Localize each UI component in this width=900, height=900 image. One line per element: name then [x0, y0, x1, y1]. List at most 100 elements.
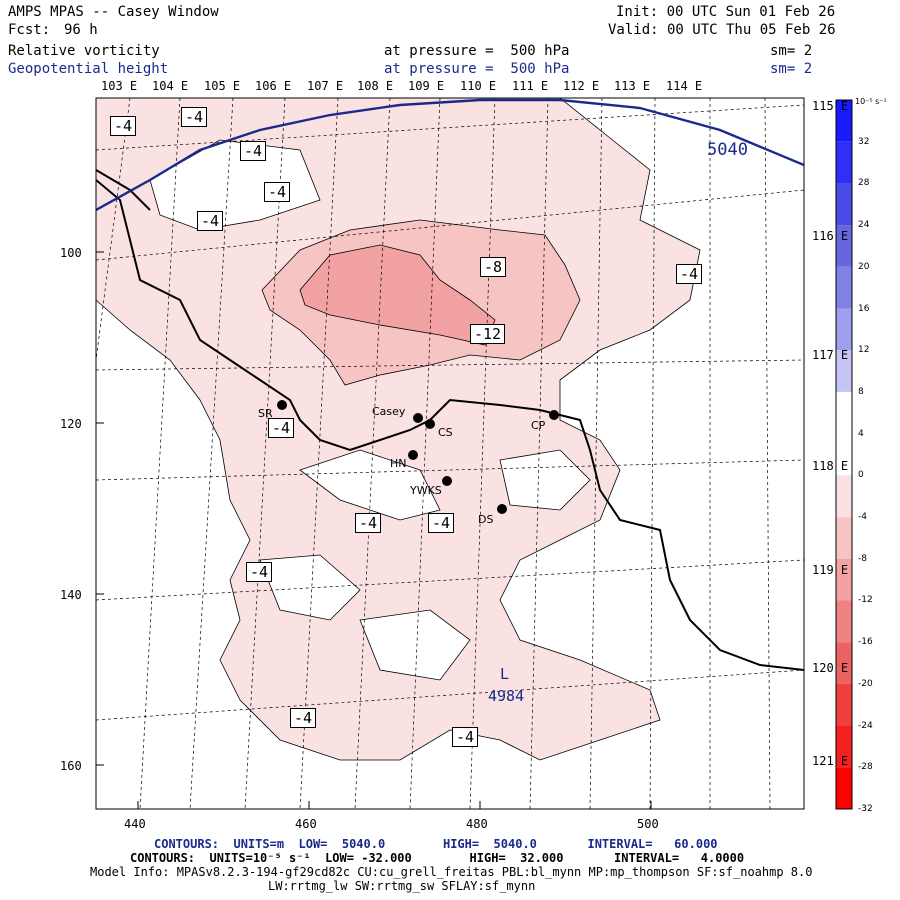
colorbar-swatch: [836, 517, 852, 559]
vorticity-contour-label: -4: [428, 513, 455, 533]
vorticity-contour-label: -4: [676, 264, 703, 284]
field1-smoothing: sm= 2: [770, 43, 813, 59]
height-contour-label: 5040: [707, 140, 748, 160]
station-dot-cs: [425, 419, 435, 429]
station-dot-casey: [413, 413, 423, 423]
longitude-label-top: 106 E: [255, 79, 292, 93]
colorbar-swatch: [836, 683, 852, 726]
vorticity-hole-2: [299, 449, 441, 521]
y-tick-label: 100: [60, 246, 82, 260]
colorbar-swatch: [836, 433, 852, 476]
colorbar-swatch: [836, 183, 852, 226]
low-value: 4984: [488, 687, 525, 705]
longitude-label-right: 119 E: [812, 563, 849, 577]
station-dot-sr: [277, 400, 287, 410]
longitude-label-top: 110 E: [460, 79, 497, 93]
longitude-label-right: 120 E: [812, 661, 849, 675]
colorbar-swatch: [836, 600, 852, 643]
station-markers: [277, 400, 559, 514]
footer-model-info-2: LW:rrtmg_lw SW:rrtmg_sw SFLAY:sf_mynn: [268, 879, 536, 893]
graticule: [96, 98, 804, 809]
y-tick-label: 140: [60, 588, 82, 602]
station-dot-cp: [549, 410, 559, 420]
colorbar-swatch: [836, 100, 852, 142]
colorbar-swatch: [836, 642, 852, 684]
colorbar-label: -16: [858, 637, 873, 648]
coastline: [96, 179, 804, 671]
longitude-label-top: 103 E: [101, 79, 138, 93]
y-tick-label: 160: [60, 759, 82, 773]
colorbar-swatch: [836, 350, 852, 392]
vorticity-hole-3: [499, 449, 591, 511]
station-label: YWKS: [410, 484, 442, 497]
longitude-label-top: 104 E: [152, 79, 189, 93]
colorbar-label: 12: [858, 345, 870, 356]
station-label: CP: [531, 419, 546, 432]
field2-level: at pressure = 500 hPa: [384, 61, 570, 77]
colorbar-units: 10⁻⁵ s⁻¹: [855, 97, 887, 106]
station-label: HN: [390, 457, 407, 470]
vorticity-contour-label: -4: [197, 211, 224, 231]
colorbar-swatch: [836, 558, 852, 601]
colorbar-label: -24: [858, 720, 873, 731]
longitude-label-right: 121 E: [812, 754, 849, 768]
vorticity-hole-5: [359, 609, 471, 681]
vorticity-contour-label: -4: [264, 182, 291, 202]
station-label: Casey: [372, 405, 406, 418]
colorbar-label: 0: [858, 470, 864, 481]
field1-level: at pressure = 500 hPa: [384, 43, 570, 59]
colorbar-label: -28: [858, 762, 873, 773]
colorbar-label: 32: [858, 136, 870, 147]
station-label: DS: [478, 513, 494, 526]
x-tick-label: 440: [124, 817, 146, 831]
colorbar-label: 20: [858, 261, 870, 272]
footer-model-info: Model Info: MPASv8.2.3-194-gf29cd82c CU:…: [90, 865, 813, 879]
colorbar-label: -20: [858, 678, 873, 689]
longitude-label-right: 116 E: [812, 229, 849, 243]
colorbar-swatch: [836, 225, 852, 267]
x-tick-label: 480: [466, 817, 488, 831]
colorbar-label: 28: [858, 178, 870, 189]
colorbar-label: 4: [858, 428, 864, 439]
longitude-label-top: 108 E: [357, 79, 394, 93]
longitude-label-top: 114 E: [666, 79, 703, 93]
init-time: Init: 00 UTC Sun 01 Feb 26: [616, 4, 836, 20]
longitude-label-right: 115 E: [812, 99, 849, 113]
geopotential-5040-contour: [96, 98, 804, 212]
longitude-label-right: 117 E: [812, 348, 849, 362]
vorticity-hole-4: [259, 554, 361, 621]
colorbar-swatch: [836, 391, 852, 434]
colorbar-label: -4: [858, 512, 867, 523]
footer-contours-height: CONTOURS: UNITS=m LOW= 5040.0 HIGH= 5040…: [154, 837, 718, 851]
x-tick-label: 460: [295, 817, 317, 831]
station-label: SR: [258, 407, 273, 420]
station-label: CS: [438, 426, 453, 439]
longitude-label-top: 107 E: [307, 79, 344, 93]
colorbar-frame: [835, 99, 853, 810]
colorbar-label: -12: [858, 595, 873, 606]
valid-time: Valid: 00 UTC Thu 05 Feb 26: [608, 22, 836, 38]
colorbar-swatch: [836, 475, 852, 518]
x-tick-label: 500: [637, 817, 659, 831]
colorbar-swatch: [836, 308, 852, 351]
low-marker: L: [500, 665, 510, 683]
station-dot-ds: [497, 504, 507, 514]
vorticity-contour-label: -4: [268, 418, 295, 438]
vorticity-contour-label: -4: [240, 141, 267, 161]
field2-name: Geopotential height: [8, 61, 169, 77]
vorticity-contour-label: -4: [110, 116, 137, 136]
longitude-label-top: 111 E: [512, 79, 549, 93]
footer-contours-vorticity: CONTOURS: UNITS=10⁻⁵ s⁻¹ LOW= -32.000 HI…: [130, 851, 745, 865]
vorticity-contour-label: -4: [290, 708, 317, 728]
map-frame: [95, 97, 805, 810]
colorbar-label: -8: [858, 553, 867, 564]
station-dot-ywks: [442, 476, 452, 486]
station-dot-hn: [408, 450, 418, 460]
vorticity-contour-label: -12: [470, 324, 506, 344]
vorticity-shade-12: [299, 244, 496, 346]
longitude-label-top: 109 E: [408, 79, 445, 93]
colorbar-swatch: [836, 266, 852, 309]
colorbar-label: 24: [858, 220, 870, 231]
longitude-label-top: 113 E: [614, 79, 651, 93]
vorticity-contour-label: -4: [181, 107, 208, 127]
